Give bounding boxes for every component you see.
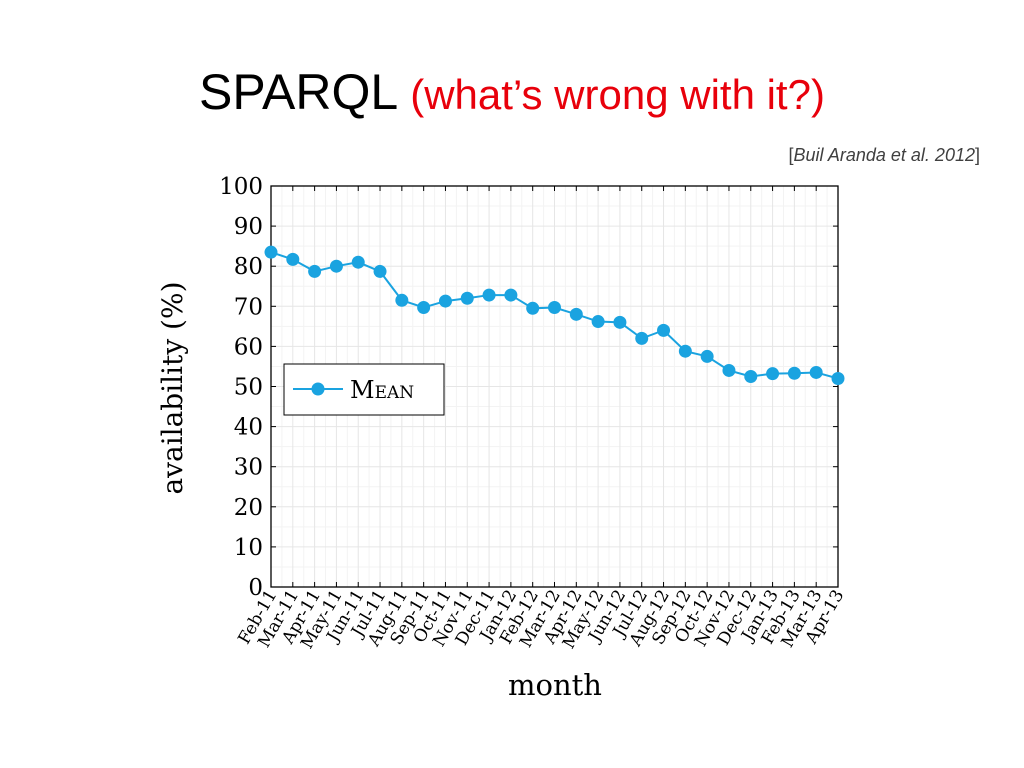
data-point	[438, 294, 452, 308]
plot-frame	[270, 185, 839, 588]
data-point	[264, 245, 278, 259]
data-point	[657, 323, 671, 337]
data-point	[460, 291, 474, 305]
title-main: SPARQL	[199, 64, 397, 120]
data-point	[591, 315, 605, 329]
legend-label: Mean	[350, 376, 414, 404]
data-point	[526, 301, 540, 315]
y-axis-label: availability (%)	[156, 281, 189, 494]
y-tick-label: 100	[219, 174, 263, 200]
data-point	[766, 367, 780, 381]
data-point	[744, 369, 758, 383]
data-point	[286, 252, 300, 266]
y-tick-label: 60	[234, 334, 263, 360]
data-point	[351, 255, 365, 269]
data-point	[395, 293, 409, 307]
y-tick-label: 90	[234, 214, 263, 240]
y-axis-ticks: 0 10 20 30 40 50 60 70 80 90 100	[219, 174, 838, 601]
data-point	[635, 331, 649, 345]
x-axis-label: month	[508, 668, 602, 702]
y-tick-label: 70	[234, 294, 263, 320]
legend-marker	[311, 382, 325, 396]
data-point	[548, 301, 561, 315]
data-point	[504, 288, 518, 302]
y-tick-label: 30	[234, 455, 263, 481]
data-point	[329, 259, 343, 273]
slide-title: SPARQL (what’s wrong with it?)	[0, 60, 1024, 127]
data-point	[722, 363, 736, 377]
series-mean	[264, 245, 845, 385]
y-tick-label: 50	[234, 375, 263, 401]
citation-name: Buil Aranda et al. 2012	[793, 145, 975, 165]
y-tick-label: 40	[234, 415, 263, 441]
data-point	[787, 366, 801, 380]
data-point	[831, 371, 845, 385]
x-axis-ticks: Feb-11Mar-11Apr-11May-11Jun-11Jul-11Aug-…	[234, 186, 848, 652]
citation: [Buil Aranda et al. 2012]	[788, 145, 981, 165]
data-point	[482, 288, 496, 302]
y-tick-label: 20	[234, 495, 263, 521]
data-point	[417, 301, 431, 315]
legend: Mean	[283, 363, 445, 416]
data-point	[700, 349, 714, 363]
data-point	[809, 365, 823, 379]
title-subtitle: (what’s wrong with it?)	[410, 71, 825, 118]
data-point	[569, 307, 583, 321]
data-point	[678, 344, 692, 358]
data-point	[373, 264, 387, 278]
y-tick-label: 10	[234, 535, 263, 561]
y-tick-label: 0	[248, 575, 263, 601]
y-tick-label: 80	[234, 254, 263, 280]
data-point	[308, 264, 322, 278]
data-point	[613, 315, 627, 329]
